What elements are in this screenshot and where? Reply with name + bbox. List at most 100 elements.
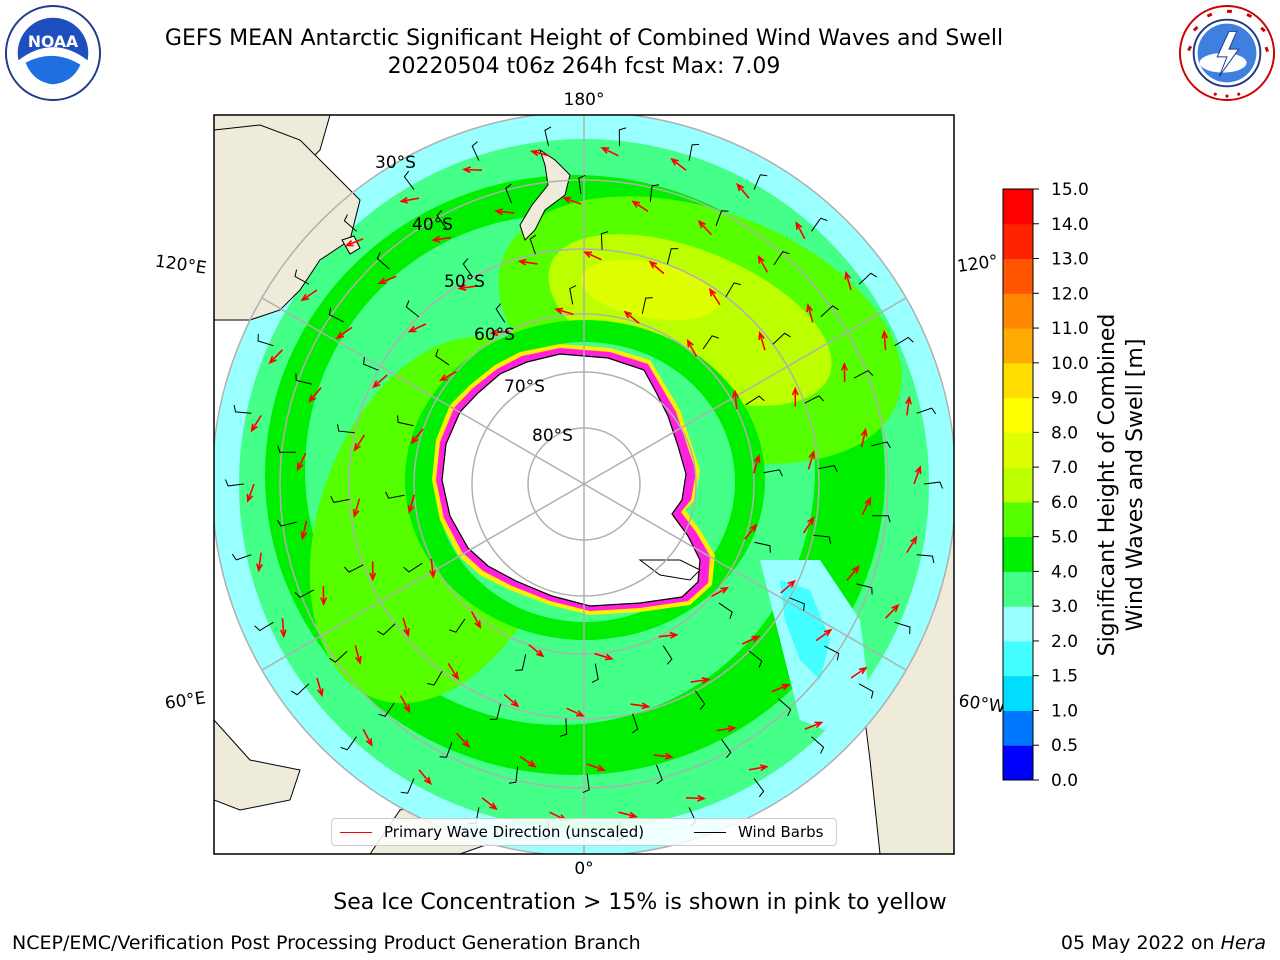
wave-direction-arrow	[586, 763, 606, 772]
colorbar-tick-label: 0.5	[1051, 736, 1078, 756]
wave-direction-arrow	[410, 428, 424, 445]
wind-barb	[277, 445, 296, 453]
wind-barb	[772, 332, 791, 345]
wave-direction-arrow	[748, 764, 769, 772]
wave-direction-arrow	[320, 586, 328, 607]
legend-item-wind-barbs: Wind Barbs	[694, 823, 823, 841]
wind-barb	[748, 650, 763, 668]
wave-direction-arrow	[300, 289, 318, 302]
wave-direction-arrow	[686, 338, 698, 357]
wave-direction-arrow	[519, 755, 537, 768]
wave-direction-arrow	[670, 157, 687, 171]
wave-direction-arrow	[279, 618, 287, 639]
colorbar-tick-label: 4.0	[1051, 562, 1078, 582]
wave-direction-arrow	[804, 721, 824, 730]
wave-direction-arrow	[447, 662, 460, 681]
wave-direction-arrow	[840, 361, 848, 382]
wind-barb	[337, 424, 355, 434]
noaa-logo-text: NOAA	[28, 32, 79, 51]
lon-label-60e: 60°E	[164, 688, 207, 713]
map-frame	[213, 114, 955, 855]
wave-direction-arrow	[844, 270, 852, 291]
wind-barb	[804, 395, 824, 404]
wind-barb	[778, 698, 792, 717]
wave-direction-arrow	[697, 219, 712, 236]
wind-barb	[754, 541, 771, 553]
wave-direction-arrow	[407, 323, 427, 333]
wind-barb	[505, 183, 513, 204]
wave-direction-arrow	[256, 552, 263, 573]
wind-barb	[559, 718, 568, 737]
lat-label-70s: 70°S	[504, 377, 545, 397]
wind-barb	[853, 369, 874, 379]
wave-direction-arrow	[741, 635, 761, 645]
wind-barb	[702, 335, 719, 350]
wind-barb	[328, 307, 344, 323]
colorbar-segment	[1003, 571, 1033, 607]
wind-barb	[811, 736, 825, 754]
wind-barb	[856, 583, 873, 595]
wave-direction-arrow	[618, 811, 639, 819]
wave-direction-arrow	[802, 516, 815, 534]
colorbar-tick-label: 15.0	[1051, 180, 1089, 200]
wind-barb	[824, 645, 840, 661]
wind-barb	[773, 251, 790, 266]
lat-label-50s: 50°S	[444, 272, 485, 292]
wind-barb	[718, 602, 733, 619]
wind-barb	[436, 209, 447, 229]
wave-direction-arrow	[690, 676, 711, 684]
wave-direction-arrow	[528, 644, 545, 658]
colorbar-tick-label: 11.0	[1051, 319, 1089, 339]
wind-barb	[582, 773, 590, 794]
colorbar-segment	[1003, 710, 1033, 746]
wave-direction-arrow	[457, 284, 478, 292]
colorbar-segment	[1003, 745, 1033, 781]
legend-label: Primary Wave Direction (unscaled)	[384, 823, 645, 841]
wave-direction-arrow	[623, 310, 640, 324]
colorbar-title-line1: Significant Height of Combined	[1095, 313, 1120, 657]
wind-barb	[649, 184, 660, 202]
nws-logo-icon	[1178, 4, 1276, 102]
colorbar-segment	[1003, 328, 1033, 364]
wave-direction-arrow	[905, 395, 912, 416]
wave-direction-arrow	[296, 452, 307, 472]
wind-barb	[489, 703, 502, 720]
wave-direction-arrow	[846, 565, 860, 581]
wind-barb	[439, 742, 453, 758]
antarctica	[432, 344, 715, 615]
wind-barb	[631, 713, 639, 734]
chart-title: GEFS MEAN Antarctic Significant Height o…	[164, 26, 1004, 51]
wind-barb	[340, 736, 357, 751]
wind-barb	[295, 373, 312, 385]
wind-barb	[894, 621, 911, 635]
wind-barb	[858, 683, 874, 699]
wave-direction-arrow	[653, 752, 674, 760]
colorbar-segment	[1003, 640, 1033, 677]
wind-barb	[894, 336, 914, 347]
colorbar-segment	[1003, 362, 1033, 399]
wind-barb	[688, 143, 700, 161]
wave-direction-arrow	[418, 769, 432, 786]
colorbar-tick-label: 7.0	[1051, 458, 1078, 478]
wind-barb	[655, 764, 663, 785]
wave-direction-arrow	[335, 326, 353, 340]
wave-direction-arrow	[489, 329, 510, 337]
wave-direction-arrow	[815, 628, 833, 642]
wind-barb	[462, 258, 474, 278]
wave-direction-arrow	[431, 235, 452, 243]
wind-barb	[294, 589, 315, 599]
wind-barb	[745, 395, 765, 406]
wave-direction-arrow	[744, 523, 758, 540]
wind-barb	[471, 141, 480, 161]
colorbar-tick-label: 3.0	[1051, 597, 1078, 617]
wave-direction-arrow	[353, 434, 366, 452]
legend-label: Wind Barbs	[738, 823, 824, 841]
colorbar-tick-label: 13.0	[1051, 250, 1089, 270]
colorbar-segment	[1003, 258, 1033, 294]
wind-barb	[569, 285, 577, 305]
colorbar-segment	[1003, 189, 1033, 225]
wave-direction-arrow	[377, 275, 397, 285]
wave-direction-arrow	[658, 631, 679, 639]
wave-direction-arrow	[517, 258, 538, 266]
